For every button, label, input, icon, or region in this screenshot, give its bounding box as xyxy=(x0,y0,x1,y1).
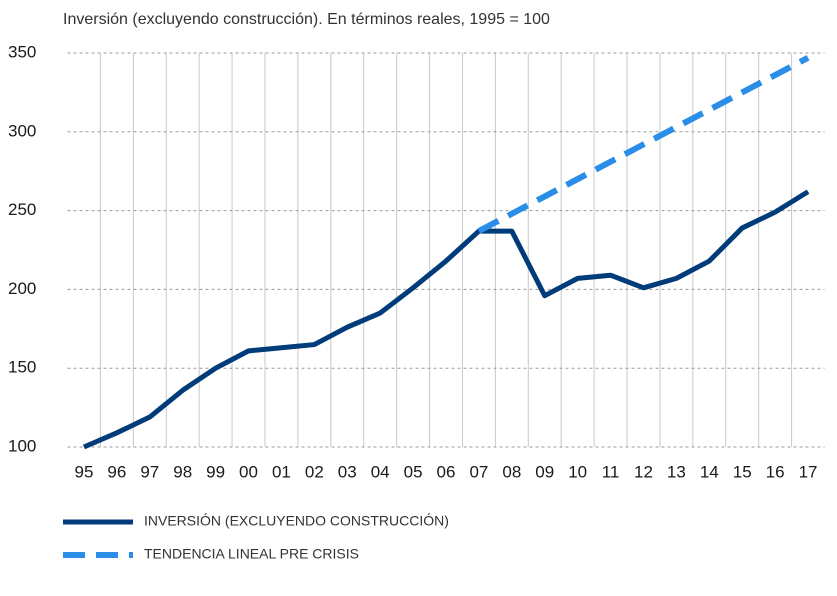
x-tick-label: 12 xyxy=(634,462,653,481)
x-tick-label: 10 xyxy=(568,462,587,481)
x-tick-label: 02 xyxy=(305,462,324,481)
x-tick-label: 07 xyxy=(469,462,488,481)
y-tick-label: 250 xyxy=(8,200,36,219)
y-tick-label: 100 xyxy=(8,436,36,455)
x-tick-label: 16 xyxy=(766,462,785,481)
legend-label: TENDENCIA LINEAL PRE CRISIS xyxy=(144,546,359,562)
chart-title: Inversión (excluyendo construcción). En … xyxy=(63,11,550,28)
x-tick-label: 96 xyxy=(107,462,126,481)
x-tick-label: 99 xyxy=(206,462,225,481)
x-tick-label: 04 xyxy=(371,462,390,481)
x-tick-label: 15 xyxy=(733,462,752,481)
x-tick-label: 08 xyxy=(502,462,521,481)
x-tick-label: 13 xyxy=(667,462,686,481)
x-tick-label: 98 xyxy=(173,462,192,481)
y-tick-label: 350 xyxy=(8,42,36,61)
series-line xyxy=(477,55,810,234)
series-line xyxy=(82,189,810,450)
x-tick-label: 05 xyxy=(404,462,423,481)
y-tick-label: 200 xyxy=(8,279,36,298)
x-tick-label: 97 xyxy=(140,462,159,481)
x-tick-label: 11 xyxy=(602,462,620,481)
legend-label: INVERSIÓN (EXCLUYENDO CONSTRUCCIÓN) xyxy=(144,513,449,529)
x-tick-label: 14 xyxy=(700,462,719,481)
y-tick-label: 150 xyxy=(8,358,36,377)
x-tick-label: 17 xyxy=(799,462,818,481)
x-tick-label: 95 xyxy=(74,462,93,481)
x-tick-label: 03 xyxy=(338,462,357,481)
x-tick-label: 09 xyxy=(535,462,554,481)
x-tick-label: 01 xyxy=(272,462,291,481)
y-tick-label: 300 xyxy=(8,121,36,140)
x-tick-label: 06 xyxy=(437,462,456,481)
x-tick-label: 00 xyxy=(239,462,258,481)
